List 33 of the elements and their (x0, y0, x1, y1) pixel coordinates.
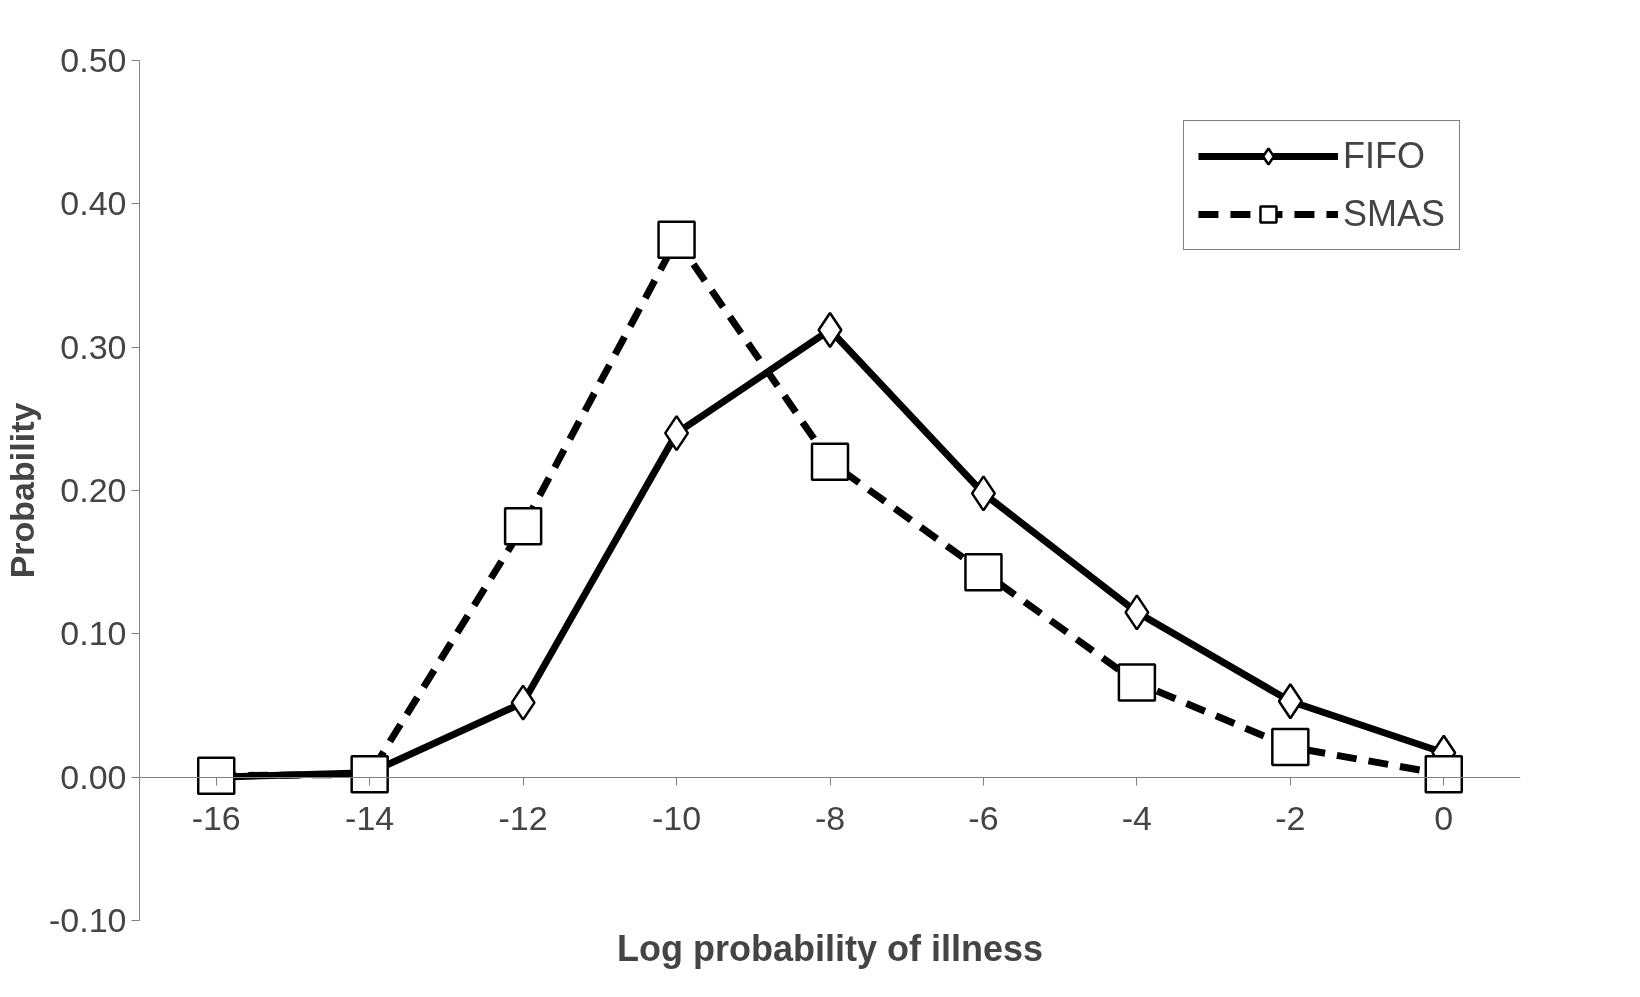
y-tick-label: -0.10 (49, 901, 127, 939)
point (1271, 727, 1310, 767)
point (350, 755, 389, 794)
point (1124, 594, 1150, 631)
x-axis-title: Log probability of illness (616, 927, 1044, 969)
y-tick-label: 0.20 (60, 471, 127, 509)
x-tick-label: -4 (1121, 799, 1153, 838)
x-tick-label: -12 (498, 799, 548, 838)
point (970, 475, 997, 512)
x-tick-label: 0 (1434, 799, 1454, 838)
y-tick-label: 0.30 (60, 327, 127, 366)
x-tick-label: -16 (191, 799, 241, 838)
legend-label: FIFO (1342, 135, 1425, 177)
point (964, 552, 1003, 592)
point (503, 507, 543, 546)
point (663, 414, 690, 452)
point (1117, 663, 1157, 702)
x-tick-label: -10 (651, 799, 702, 838)
legend-label: SMAS (1342, 193, 1445, 235)
y-tick-label: 0.00 (60, 757, 127, 796)
y-tick-label: 0.40 (60, 184, 127, 223)
y-axis-title: Probability (3, 402, 41, 579)
point (657, 220, 696, 259)
x-tick-label: -6 (968, 799, 999, 838)
point (810, 442, 850, 482)
point (1424, 755, 1464, 794)
point (510, 684, 536, 721)
x-tick-label: -8 (814, 799, 846, 838)
y-tick-label: 0.50 (60, 41, 127, 79)
y-tick-label: 0.10 (60, 614, 127, 653)
x-tick-label: -14 (345, 799, 395, 838)
point (196, 756, 236, 795)
x-tick-label: -2 (1275, 799, 1306, 838)
